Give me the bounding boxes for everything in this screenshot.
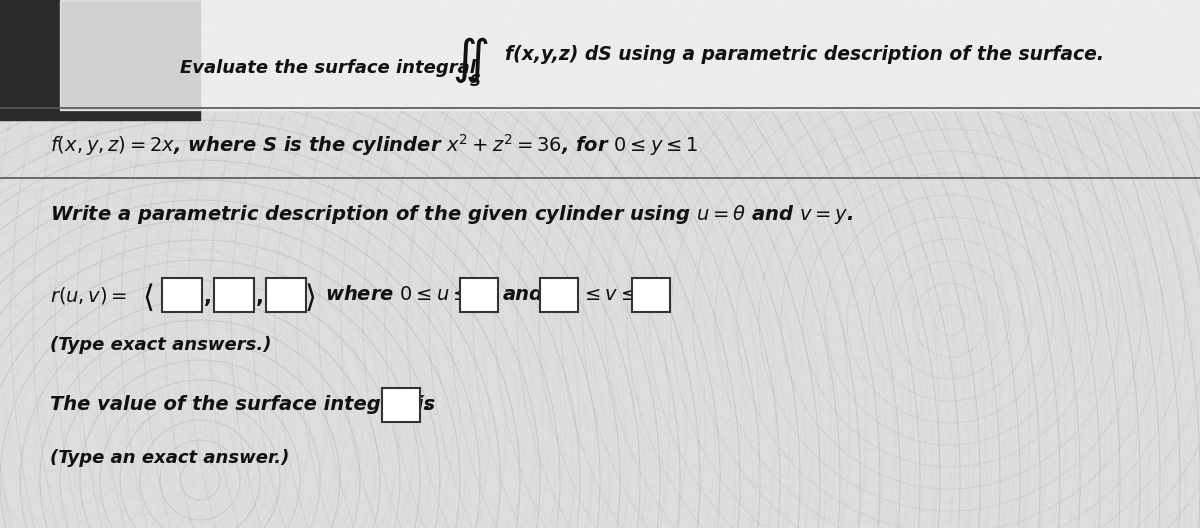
Text: $\leq v\leq$: $\leq v\leq$ <box>581 286 636 305</box>
Text: .: . <box>424 395 431 414</box>
FancyBboxPatch shape <box>460 278 498 312</box>
Text: Write a parametric description of the given cylinder using $u=\theta$ and $v=y$.: Write a parametric description of the gi… <box>50 203 853 227</box>
Text: $r(u,v)=$: $r(u,v)=$ <box>50 285 127 306</box>
FancyBboxPatch shape <box>632 278 670 312</box>
Text: $f(x,y,z)=2x$, where S is the cylinder $x^2+z^2=36$, for $0\leq y\leq 1$: $f(x,y,z)=2x$, where S is the cylinder $… <box>50 132 698 158</box>
FancyBboxPatch shape <box>214 278 254 312</box>
Text: $\iint$: $\iint$ <box>451 35 488 85</box>
Text: The value of the surface integral is: The value of the surface integral is <box>50 395 436 414</box>
Text: S: S <box>469 74 480 90</box>
Text: ,: , <box>256 287 264 307</box>
Text: ,: , <box>204 287 212 307</box>
Bar <box>0 0 200 120</box>
Text: where $0\leq u\leq$: where $0\leq u\leq$ <box>325 286 468 305</box>
Text: (Type exact answers.): (Type exact answers.) <box>50 336 271 354</box>
FancyBboxPatch shape <box>162 278 202 312</box>
Bar <box>60 0 1200 110</box>
FancyBboxPatch shape <box>382 388 420 422</box>
Text: f(x,y,z) dS using a parametric description of the surface.: f(x,y,z) dS using a parametric descripti… <box>505 45 1104 64</box>
FancyBboxPatch shape <box>266 278 306 312</box>
FancyBboxPatch shape <box>540 278 578 312</box>
Text: $\langle$: $\langle$ <box>143 281 154 313</box>
Text: Evaluate the surface integral: Evaluate the surface integral <box>180 59 476 77</box>
Text: $\rangle$: $\rangle$ <box>305 281 316 313</box>
Text: and: and <box>503 286 544 305</box>
Text: (Type an exact answer.): (Type an exact answer.) <box>50 449 289 467</box>
